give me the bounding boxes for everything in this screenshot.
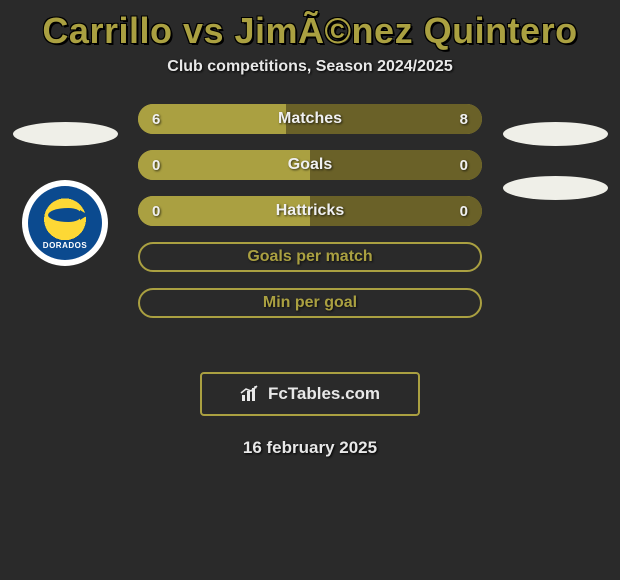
player-right-oval-1 <box>503 122 608 146</box>
bar-fill-left <box>138 150 310 180</box>
stat-value-right: 0 <box>460 157 468 174</box>
team-logo-inner <box>28 186 102 260</box>
stat-value-left: 6 <box>152 111 160 128</box>
brand-text: FcTables.com <box>268 384 380 404</box>
stat-value-left: 0 <box>152 157 160 174</box>
bar-fill-right <box>310 150 482 180</box>
brand-box[interactable]: FcTables.com <box>200 372 420 416</box>
stat-bar: Matches 6 8 <box>138 104 482 134</box>
stat-bar: Goals per match <box>138 242 482 272</box>
stat-label: Hattricks <box>276 202 344 220</box>
player-left-oval-1 <box>13 122 118 146</box>
stat-value-right: 0 <box>460 203 468 220</box>
left-player-column <box>0 104 130 266</box>
stat-value-right: 8 <box>460 111 468 128</box>
right-player-column <box>490 104 620 234</box>
stat-bar: Goals 0 0 <box>138 150 482 180</box>
stat-bar: Hattricks 0 0 <box>138 196 482 226</box>
main-area: Matches 6 8 Goals 0 0 Hattricks 0 0 Goals per mat… <box>0 104 620 364</box>
stat-label: Matches <box>278 110 342 128</box>
player-right-oval-2 <box>503 176 608 200</box>
stat-label: Min per goal <box>263 294 357 312</box>
h2h-infographic: Carrillo vs JimÃ©nez Quintero Club compe… <box>0 0 620 458</box>
page-title: Carrillo vs JimÃ©nez Quintero <box>0 0 620 58</box>
chart-icon <box>240 385 262 403</box>
stat-bar: Min per goal <box>138 288 482 318</box>
stat-value-left: 0 <box>152 203 160 220</box>
stat-label: Goals <box>288 156 332 174</box>
stat-label: Goals per match <box>247 248 372 266</box>
team-logo-left <box>22 180 108 266</box>
fish-icon <box>48 208 82 222</box>
subtitle: Club competitions, Season 2024/2025 <box>0 58 620 76</box>
comparison-bars: Matches 6 8 Goals 0 0 Hattricks 0 0 Goals per mat… <box>138 104 482 318</box>
date-line: 16 february 2025 <box>0 438 620 458</box>
